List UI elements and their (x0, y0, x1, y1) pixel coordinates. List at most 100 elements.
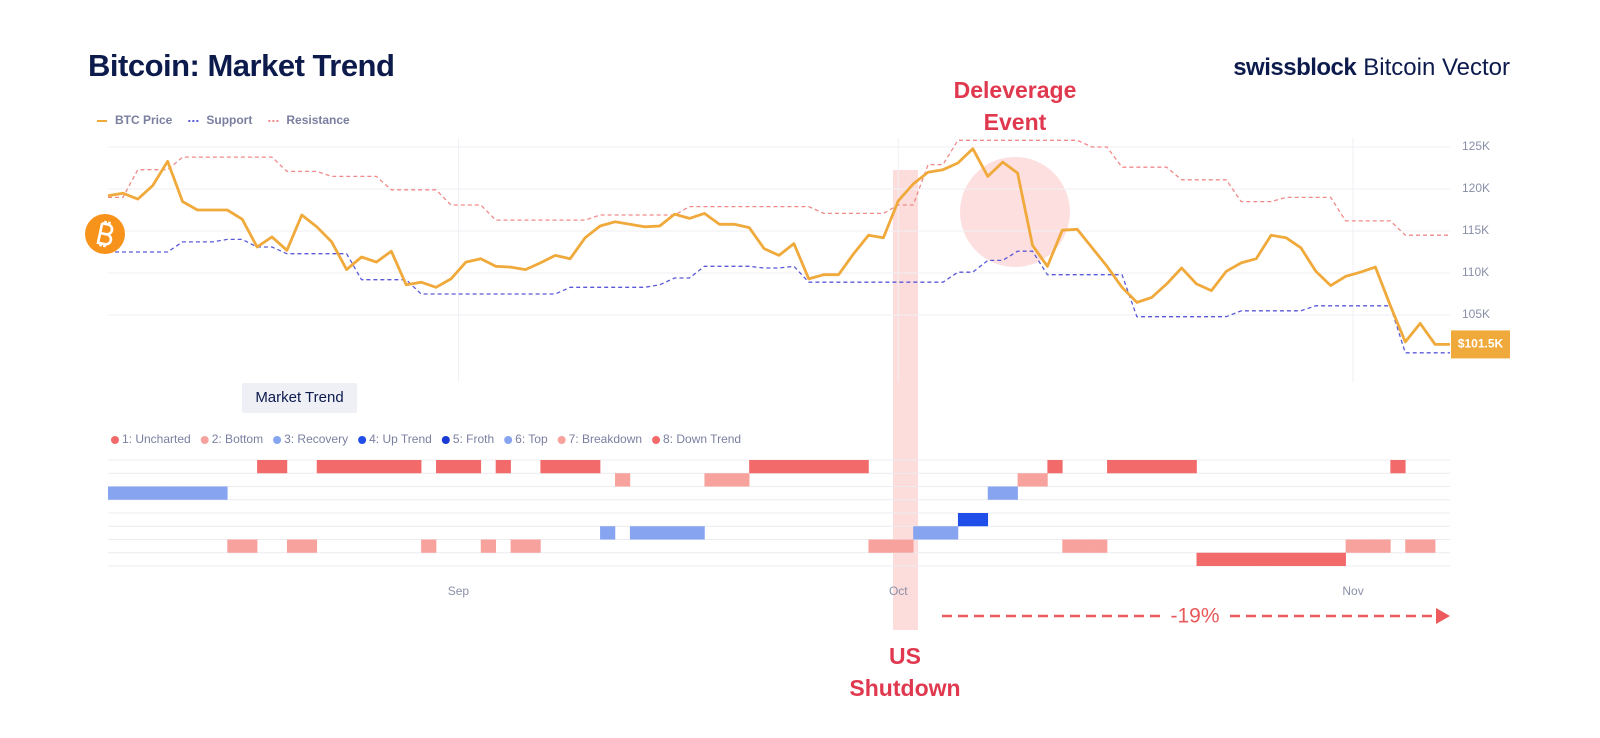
legend-dot (652, 436, 661, 444)
legend-label: Support (206, 113, 252, 127)
state-bar (1092, 539, 1108, 553)
state-bar (1285, 552, 1302, 566)
y-tick-label: 105K (1462, 307, 1490, 321)
legend-label: BTC Price (115, 113, 173, 127)
shutdown-annotation: US Shutdown (849, 643, 961, 701)
series-line (108, 139, 1450, 236)
state-bar (316, 460, 332, 474)
state-bar (1390, 460, 1406, 474)
series-line (107, 147, 1450, 346)
state-bar (376, 460, 392, 474)
state-bar (108, 486, 124, 500)
state-bar (152, 486, 168, 500)
state-bar (1375, 539, 1391, 553)
state-bar (480, 539, 496, 553)
y-tick-label: 125K (1462, 139, 1490, 153)
state-bar (361, 460, 377, 474)
legend-dot (111, 436, 119, 444)
state-bar (972, 513, 989, 527)
state-bar (331, 460, 347, 474)
state-bar (301, 539, 318, 553)
state-bar (928, 526, 944, 540)
state-bar (1196, 552, 1212, 566)
x-tick-label: Sep (448, 584, 470, 598)
state-bar (436, 460, 452, 474)
state-bar (182, 486, 198, 500)
state-bar (242, 539, 258, 553)
state-bar (943, 526, 959, 540)
state-bar (257, 460, 273, 474)
legend-label: 2: Bottom (212, 432, 263, 446)
legend-dot (273, 436, 282, 444)
state-bar (1300, 552, 1317, 566)
state-bar (1181, 460, 1197, 474)
state-bar (1121, 460, 1138, 474)
legend-label: 5: Froth (453, 432, 494, 446)
state-bar (137, 486, 154, 500)
y-tick-label: 115K (1462, 223, 1489, 237)
state-bar (883, 539, 899, 553)
state-bar (1315, 552, 1332, 566)
deleverage-circle (960, 157, 1070, 267)
state-bar (1047, 460, 1063, 474)
tab[interactable]: Market Trend (242, 383, 357, 413)
state-bar (913, 526, 929, 540)
state-bar (1136, 460, 1153, 474)
x-tick-label: Oct (889, 584, 908, 598)
legend-label: 4: Up Trend (369, 432, 432, 446)
state-bar (614, 473, 631, 487)
state-bar (1256, 552, 1272, 566)
change-label-bg (1163, 603, 1227, 629)
series-line (108, 238, 1450, 354)
title: Bitcoin: Market Trend (88, 48, 395, 83)
state-bar (197, 486, 213, 500)
state-bar (1360, 539, 1376, 553)
state-bar (286, 539, 303, 553)
state-bar (674, 526, 690, 540)
state-bar (391, 460, 407, 474)
state-bar (779, 460, 795, 474)
state-bar (406, 460, 422, 474)
state-bar (734, 473, 750, 487)
state-bar (1107, 460, 1123, 474)
state-bar (510, 539, 526, 553)
state-bar (987, 486, 1003, 500)
legend-label: Resistance (286, 113, 350, 127)
state-bar (212, 486, 228, 500)
state-bar (659, 526, 675, 540)
state-bar (704, 473, 720, 487)
state-bar (808, 460, 825, 474)
state-bar (629, 526, 646, 540)
legend-label: 8: Down Trend (663, 432, 741, 446)
state-bar (450, 460, 467, 474)
value-label: $101.5K (1458, 337, 1504, 351)
state-bar (465, 460, 482, 474)
state-bar (1062, 539, 1078, 553)
state-bar (272, 460, 288, 474)
y-tick-label: 120K (1462, 181, 1490, 195)
state-bar (1017, 473, 1033, 487)
brand: swissblock Bitcoin Vector (1233, 54, 1510, 82)
state-bar (1002, 486, 1018, 500)
state-bar (570, 460, 586, 474)
state-bar (1420, 539, 1436, 553)
state-bar (1032, 473, 1048, 487)
legend-label: 3: Recovery (284, 432, 348, 446)
state-bar (1405, 539, 1421, 553)
state-bar (689, 526, 705, 540)
state-bar (1226, 552, 1242, 566)
state-bar (346, 460, 362, 474)
state-bar (525, 539, 541, 553)
state-bar (555, 460, 571, 474)
state-bar (957, 513, 974, 527)
legend-dot (358, 436, 367, 444)
shutdown-band (893, 170, 918, 630)
arrow-head (1436, 608, 1450, 624)
state-bar (793, 460, 810, 474)
state-bar (600, 526, 616, 540)
state-bar (838, 460, 854, 474)
state-bar (868, 539, 884, 553)
state-bar (227, 539, 243, 553)
state-bar (1345, 539, 1361, 553)
state-bar (421, 539, 437, 553)
